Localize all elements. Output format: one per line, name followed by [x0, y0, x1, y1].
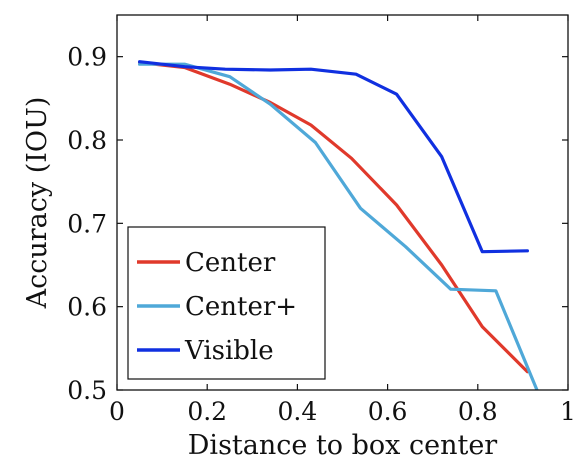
series-layer: [138, 60, 539, 390]
series-line-center--1: [138, 62, 539, 390]
y-tick-label: 0.5: [67, 376, 107, 405]
legend: Center Center+ Visible: [127, 226, 326, 380]
legend-box: [127, 226, 326, 380]
ticks-layer: 0 0.2 0.4 0.6 0.8 1 0.5 0.6 0.7 0.8 0.9: [67, 15, 576, 426]
y-tick-label: 0.9: [67, 43, 107, 72]
y-axis-title: Accuracy (IOU): [22, 97, 53, 310]
plot-frame: [116, 14, 569, 391]
legend-label: Visible: [184, 336, 274, 366]
legend-label: Center: [185, 248, 276, 278]
x-tick-label: 1: [560, 397, 576, 426]
series-line-visible-2: [138, 60, 529, 254]
x-tick-label: 0.6: [368, 397, 408, 426]
y-tick-label: 0.7: [67, 209, 107, 238]
legend-label: Center+: [185, 292, 297, 322]
x-axis-title: Distance to box center: [188, 430, 498, 461]
x-tick-label: 0: [109, 397, 125, 426]
x-tick-label: 0.4: [278, 397, 318, 426]
y-tick-label: 0.8: [67, 126, 107, 155]
y-tick-label: 0.6: [67, 293, 107, 322]
series-line-center-0: [138, 60, 529, 374]
x-tick-label: 0.2: [187, 397, 227, 426]
x-tick-label: 0.8: [458, 397, 498, 426]
